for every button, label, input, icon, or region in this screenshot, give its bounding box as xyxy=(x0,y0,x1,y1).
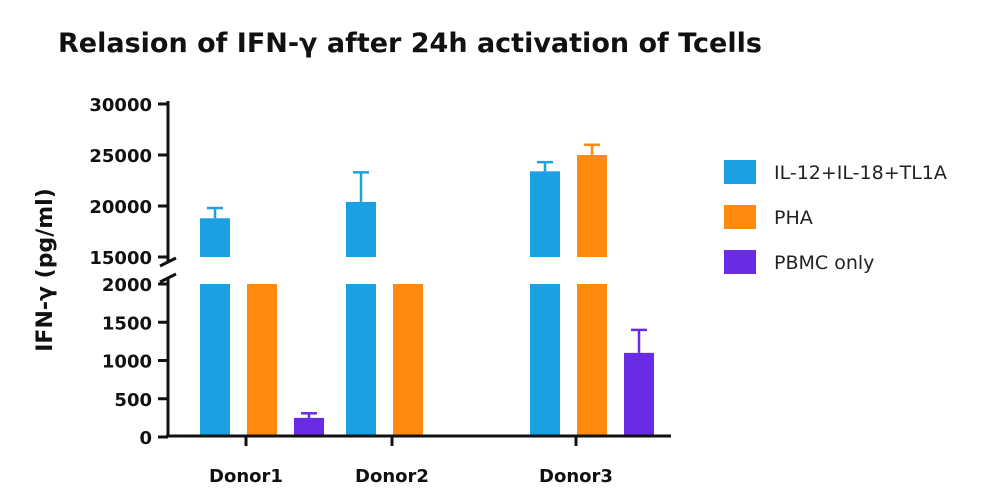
legend: IL-12+IL-18+TL1A PHA PBMC only xyxy=(724,160,947,274)
legend-label: PBMC only xyxy=(774,252,874,274)
axis-break-mark-bottom xyxy=(159,272,177,284)
y-tick-label: 1500 xyxy=(102,313,152,334)
y-tick-label: 2000 xyxy=(102,275,152,296)
x-category-label: Donor3 xyxy=(539,466,613,487)
bar-segment-upper xyxy=(530,171,560,257)
error-bars xyxy=(207,143,647,418)
y-tick-label: 25000 xyxy=(89,146,152,167)
y-tick-label: 15000 xyxy=(89,248,152,269)
bar-segment-upper xyxy=(200,218,230,257)
legend-swatch xyxy=(724,205,756,229)
bar-segment-lower xyxy=(393,284,423,437)
bar-segment-upper xyxy=(577,155,607,257)
chart-title: Relasion of IFN-γ after 24h activation o… xyxy=(58,28,762,59)
bar-segment-lower xyxy=(346,284,376,437)
bar xyxy=(624,352,654,437)
legend-swatch xyxy=(724,160,756,184)
y-axis-label: IFN-γ (pg/ml) xyxy=(33,188,58,352)
bar xyxy=(294,417,324,437)
legend-swatch xyxy=(724,250,756,274)
lower-y-ticks: 0 500 1000 1500 2000 xyxy=(102,275,168,449)
y-tick-label: 0 xyxy=(139,428,152,449)
bars xyxy=(200,155,654,437)
bar-segment-upper xyxy=(346,201,376,257)
y-tick-label: 1000 xyxy=(102,352,152,373)
legend-label: IL-12+IL-18+TL1A xyxy=(774,162,947,184)
x-category-label: Donor2 xyxy=(355,466,429,487)
bar-segment-lower xyxy=(247,284,277,437)
bar-segment-lower xyxy=(577,284,607,437)
upper-y-ticks: 15000 20000 25000 30000 xyxy=(89,95,168,269)
x-categories: Donor1 Donor2 Donor3 xyxy=(209,436,613,487)
bar-segment-lower xyxy=(530,284,560,437)
x-category-label: Donor1 xyxy=(209,466,283,487)
y-tick-label: 500 xyxy=(114,390,152,411)
y-tick-label: 20000 xyxy=(89,197,152,218)
y-tick-label: 30000 xyxy=(89,95,152,116)
axis-break-mark-top xyxy=(159,256,177,268)
legend-label: PHA xyxy=(774,207,813,229)
bar-segment-lower xyxy=(200,284,230,437)
